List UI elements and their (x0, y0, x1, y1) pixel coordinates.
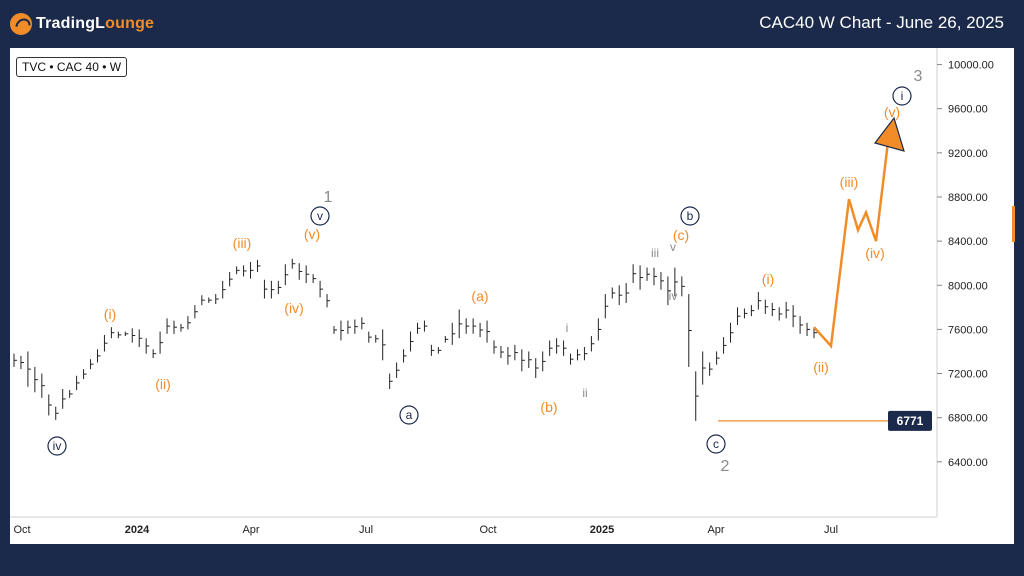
y-tick-label: 6400.00 (948, 457, 988, 469)
symbol-label[interactable]: TVC • CAC 40 • W (16, 57, 128, 77)
wave-label-i-orange-text: i (108, 306, 111, 322)
wave-label-ii-orange-text: ii (160, 376, 166, 392)
wave-label-b-orange: (b) (540, 399, 557, 415)
x-tick-label: 2025 (590, 524, 614, 536)
logo-text: TradingLounge (36, 15, 154, 33)
wave-label-ii-gray: ii (582, 386, 587, 400)
wave-label-v-orange: (v) (304, 226, 320, 242)
wave-label-iv-orange-2: (iv) (865, 245, 884, 261)
x-ticks: Oct 2024 Apr Jul Oct 2025 Apr Jul (13, 524, 838, 536)
wave-label-c-circled: c (713, 437, 719, 451)
x-tick-label: Jul (824, 524, 838, 536)
wave-circle-v (310, 206, 330, 226)
header: TradingLounge CAC40 W Chart - June 26, 2… (0, 0, 1024, 48)
chart-title: CAC40 W Chart - June 26, 2025 (759, 13, 1004, 32)
wave-circle-b (680, 206, 700, 226)
wave-label-a-circled: a (406, 408, 413, 422)
wave-label-ii-orange: (ii) (155, 376, 171, 392)
x-tick-label: Oct (13, 524, 30, 536)
wave-label-iii-orange-2-text: iii (844, 174, 853, 190)
price-bars (13, 258, 817, 421)
x-tick-label: Oct (479, 524, 496, 536)
price-marker-label: 6771 (897, 414, 924, 428)
wave-label-a-orange-text: a (476, 288, 484, 304)
logo-text-part1: TradingL (36, 15, 106, 32)
wave-label-iv-circled: iv (53, 439, 62, 453)
wave-label-i-gray: i (566, 321, 569, 335)
wave-label-iv-orange-text: iv (289, 300, 299, 316)
wave-label-iii-orange-2: (iii) (840, 174, 859, 190)
wave-circle-c (706, 434, 726, 454)
wave-label-iv-orange: (iv) (284, 300, 303, 316)
price-marker-box (888, 410, 932, 431)
y-tick-label: 8000.00 (948, 280, 988, 292)
y-tick-label: 6800.00 (948, 413, 988, 425)
y-tick-label: 9200.00 (948, 148, 988, 160)
wave-label-iv-orange-2-text: iv (870, 245, 880, 261)
wave-label-v-circled: v (317, 209, 323, 223)
wave-circle-iv (47, 436, 67, 456)
wave-label-iii-gray: iii (651, 246, 659, 260)
y-tick-label: 9600.00 (948, 104, 988, 116)
wave-label-v-orange-2: (v) (884, 104, 900, 120)
wave-label-iii-orange-text: iii (237, 235, 246, 251)
wave-label-c-orange-text: c (678, 227, 685, 243)
projection-arrow (873, 116, 905, 152)
wave-label-iv-gray: iv (669, 289, 678, 303)
wave-label-2: 2 (721, 458, 730, 475)
wave-label-c-orange: (c) (673, 227, 689, 243)
x-tick-label: Apr (242, 524, 259, 536)
y-tick-label: 7600.00 (948, 324, 988, 336)
y-tick-label: 10000.00 (948, 60, 994, 72)
wave-label-ii-orange-2: (ii) (813, 359, 829, 375)
brand-logo[interactable]: TradingLounge (10, 12, 154, 36)
y-tick-label: 8400.00 (948, 236, 988, 248)
wave-label-1: 1 (324, 189, 333, 206)
wave-label-b-orange-text: b (545, 399, 553, 415)
logo-icon (10, 13, 32, 35)
wave-label-b-circled: b (687, 209, 694, 223)
wave-circle-a (399, 405, 419, 425)
price-marker: 6771 (888, 410, 932, 431)
logo-text-part2: ounge (105, 15, 155, 32)
wave-label-iii-orange: (iii) (233, 235, 252, 251)
wave-labels: iv v a b c i (i) (ii) (iii) (iv) (v) (a)… (47, 68, 923, 475)
wave-circle-i (892, 86, 912, 106)
y-tick-label: 7200.00 (948, 369, 988, 381)
x-tick-label: Jul (359, 524, 373, 536)
x-tick-label: 2024 (125, 524, 150, 536)
projection-line (813, 141, 890, 349)
scroll-accent[interactable] (1012, 206, 1015, 242)
wave-label-v-orange-text: v (309, 226, 316, 242)
x-tick-label: Apr (707, 524, 724, 536)
wave-label-a-orange: (a) (471, 288, 488, 304)
wave-label-i-orange: (i) (104, 306, 116, 322)
wave-label-v-orange-2-text: v (889, 104, 896, 120)
wave-label-v-gray: v (670, 240, 676, 254)
wave-label-i-circled: i (901, 89, 904, 103)
chart-panel[interactable] (10, 48, 1014, 544)
wave-label-ii-orange-2-text: ii (818, 359, 824, 375)
y-ticks: 10000.00 9600.00 9200.00 8800.00 8400.00 8000… (937, 60, 994, 469)
y-tick-label: 8800.00 (948, 192, 988, 204)
wave-label-i-orange-2-text: i (766, 271, 769, 287)
wave-label-3: 3 (914, 68, 923, 85)
wave-label-i-orange-2: (i) (762, 271, 774, 287)
